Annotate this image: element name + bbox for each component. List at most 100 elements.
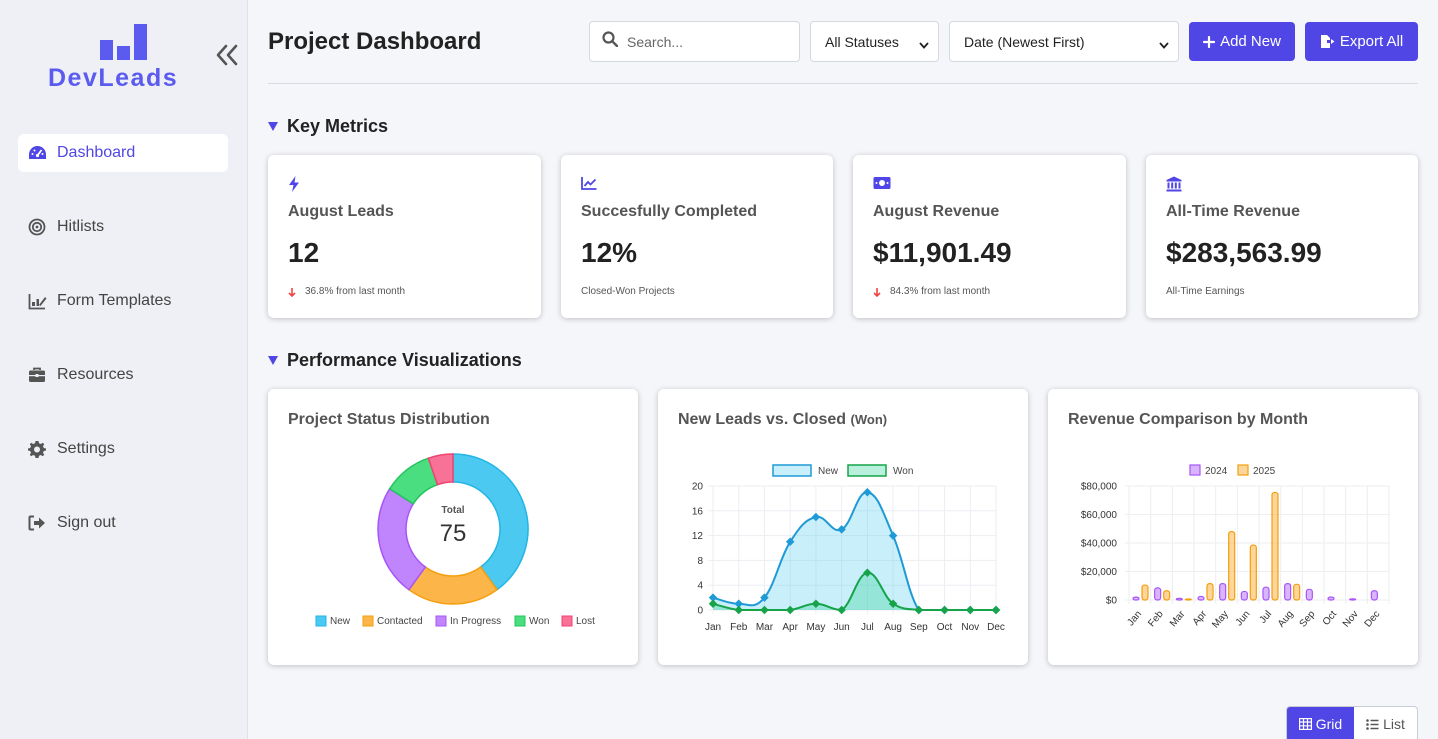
- sort-select[interactable]: Date (Newest First): [949, 21, 1179, 62]
- bar-2024: [1175, 597, 1183, 601]
- gear-icon: [27, 439, 47, 459]
- plus-icon: [1203, 35, 1216, 48]
- metric-value: $283,563.99: [1166, 237, 1322, 268]
- data-point-new: [734, 599, 743, 609]
- metric-card-all-time-revenue: All-Time Revenue $283,563.99 All-Time Ea…: [1146, 155, 1418, 318]
- metric-subtext-label: 36.8% from last month: [305, 286, 406, 297]
- export-all-button[interactable]: Export All: [1305, 22, 1418, 61]
- chart-title-suffix: (Won): [850, 412, 888, 427]
- metric-card-completed: Succesfully Completed 12% Closed-Won Pro…: [561, 155, 833, 318]
- x-tick-label: Jan: [1125, 609, 1144, 628]
- x-tick-label: Mar: [756, 622, 774, 633]
- add-new-button[interactable]: Add New: [1189, 22, 1295, 61]
- x-tick-label: Apr: [782, 622, 798, 633]
- bar-2025: [1163, 590, 1171, 601]
- sidebar-item-label: Dashboard: [57, 144, 136, 161]
- export-all-label: Export All: [1339, 33, 1404, 50]
- legend-swatch: [1189, 464, 1201, 476]
- search-input[interactable]: [627, 33, 787, 50]
- bar-2025: [1271, 491, 1279, 601]
- section-key-metrics[interactable]: Key Metrics: [268, 116, 388, 137]
- chart-edit-icon: [27, 291, 47, 311]
- legend-label: 2024: [1205, 466, 1228, 477]
- x-tick-label: Aug: [1276, 609, 1296, 630]
- legend-label: Lost: [576, 616, 595, 627]
- chart-title: Revenue Comparison by Month: [1068, 411, 1309, 428]
- x-tick-label: Mar: [1168, 608, 1188, 629]
- x-tick-label: Jul: [1257, 609, 1274, 626]
- logo[interactable]: DevLeads: [48, 22, 198, 92]
- bank-icon: [1166, 176, 1182, 197]
- legend-swatch: [847, 464, 887, 477]
- chart-card-revenue: Revenue Comparison by Month $0 $20,000 $40…: [1048, 389, 1418, 665]
- status-filter-select[interactable]: All Statuses: [810, 21, 939, 62]
- bar-2025: [1184, 598, 1192, 601]
- y-tick-label: 4: [697, 581, 703, 592]
- add-new-label: Add New: [1220, 33, 1281, 50]
- sidebar-item-label: Form Templates: [57, 292, 172, 309]
- sidebar-item-settings[interactable]: Settings: [18, 430, 228, 468]
- x-tick-label: Sep: [1298, 609, 1318, 630]
- x-tick-label: May: [1210, 609, 1231, 631]
- y-tick-label: 16: [692, 506, 704, 517]
- data-point-new: [811, 512, 821, 522]
- data-point-won: [863, 568, 872, 578]
- sidebar-item-form-templates[interactable]: Form Templates: [18, 282, 228, 320]
- view-toggle: Grid List: [1286, 706, 1418, 739]
- grid-view-button[interactable]: Grid: [1287, 707, 1354, 739]
- metric-card-august-revenue: August Revenue $11,901.49 84.3% from las…: [853, 155, 1126, 318]
- chart-card-leads: New Leads vs. Closed (Won) 0 4 8 12 16 20 Jan F…: [658, 389, 1028, 665]
- bar-2024: [1262, 586, 1270, 601]
- metric-subtext: All-Time Earnings: [1166, 286, 1245, 297]
- y-tick-label: $20,000: [1081, 567, 1118, 578]
- metric-subtext: 84.3% from last month: [873, 286, 990, 297]
- y-tick-label: $60,000: [1081, 510, 1118, 521]
- legend-swatch: [362, 615, 374, 627]
- search-box[interactable]: [589, 21, 800, 62]
- bar-2025: [1141, 584, 1149, 601]
- metric-subtext: 36.8% from last month: [288, 286, 405, 297]
- bar-2024: [1284, 583, 1292, 601]
- bar-2024: [1154, 587, 1162, 601]
- bar-2024: [1219, 583, 1227, 601]
- bar-2024: [1197, 595, 1205, 601]
- data-point-won: [811, 599, 821, 609]
- legend-swatch: [561, 615, 573, 627]
- legend-label: 2025: [1253, 466, 1276, 477]
- section-performance[interactable]: Performance Visualizations: [268, 350, 522, 371]
- sidebar-item-sign-out[interactable]: Sign out: [18, 504, 228, 542]
- x-tick-label: Feb: [1146, 609, 1166, 630]
- sidebar: DevLeads Dashboard Hitlists Form Templat…: [0, 0, 248, 739]
- data-point-new: [863, 487, 872, 497]
- page-title: Project Dashboard: [268, 28, 482, 55]
- donut-slice-new: [452, 453, 529, 591]
- logo-text: DevLeads: [48, 64, 179, 92]
- series-area-new: [713, 492, 996, 610]
- sidebar-item-resources[interactable]: Resources: [18, 356, 228, 394]
- bar-2025: [1228, 531, 1236, 601]
- list-icon: [1366, 718, 1379, 730]
- sidebar-item-hitlists[interactable]: Hitlists: [18, 208, 228, 246]
- bar-2025: [1249, 544, 1257, 601]
- metric-label: August Revenue: [873, 203, 1000, 220]
- y-tick-label: $0: [1106, 596, 1118, 607]
- data-point-won: [940, 605, 949, 615]
- bar-2024: [1305, 588, 1313, 601]
- sidebar-item-dashboard[interactable]: Dashboard: [18, 134, 228, 172]
- x-tick-label: Feb: [730, 622, 748, 633]
- data-point-new: [837, 525, 846, 534]
- chart-title-main: New Leads vs. Closed: [678, 411, 847, 428]
- collapse-sidebar-icon[interactable]: [214, 42, 240, 68]
- legend-label: Won: [529, 616, 549, 627]
- sidebar-item-label: Hitlists: [57, 218, 105, 235]
- chart-line-icon: [581, 176, 597, 195]
- chart-card-status: Project Status Distribution Total 75 New Co…: [268, 389, 638, 665]
- y-tick-label: 20: [692, 482, 704, 493]
- legend-swatch: [514, 615, 526, 627]
- list-view-button[interactable]: List: [1354, 707, 1417, 739]
- chevron-down-icon: [1159, 37, 1169, 53]
- bar-2025: [1293, 583, 1301, 601]
- y-tick-label: 0: [697, 606, 703, 617]
- metric-value: 12: [288, 237, 320, 268]
